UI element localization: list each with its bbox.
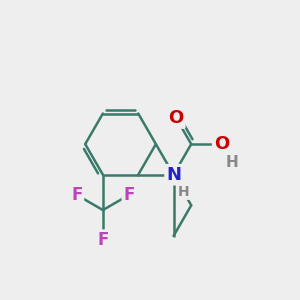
Text: O: O — [169, 109, 184, 127]
Text: F: F — [123, 186, 135, 204]
Text: H: H — [178, 184, 189, 199]
Text: O: O — [214, 135, 229, 153]
Text: F: F — [97, 231, 109, 249]
Text: N: N — [166, 166, 181, 184]
Text: F: F — [71, 186, 82, 204]
Text: H: H — [226, 155, 238, 170]
